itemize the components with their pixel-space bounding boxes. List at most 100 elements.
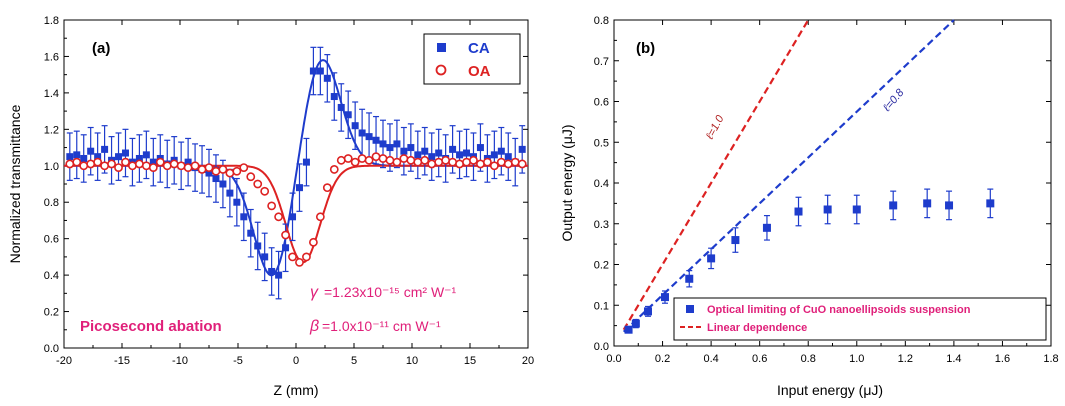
ca-point <box>365 133 373 141</box>
oa-point <box>406 155 416 165</box>
x-tick-label-a: 15 <box>464 355 476 367</box>
limiting-point <box>707 254 716 263</box>
x-tick-label-b: 1.4 <box>946 353 961 365</box>
oa-point <box>253 179 263 189</box>
y-tick-label-b: 0.6 <box>594 97 609 109</box>
oa-point <box>288 252 297 262</box>
oa-point <box>517 159 527 169</box>
panel-b: 0.0 0.2 0.4 0.6 0.8 1.0 1.2 1.4 1.6 1.8 0.0 0.1 0.2 0… <box>559 15 1059 398</box>
oa-point <box>343 154 353 163</box>
x-tick-label-a: -15 <box>114 355 130 367</box>
ca-point <box>268 267 276 275</box>
ca-point <box>518 145 526 153</box>
linear-dependence-line <box>622 19 810 331</box>
y-tick-label-b: 0.4 <box>594 178 609 190</box>
ca-point <box>66 153 74 161</box>
oa-point <box>72 157 82 167</box>
legend-label-linear: Linear dependence <box>707 322 807 334</box>
ca-point <box>240 213 248 221</box>
oa-point <box>371 152 381 162</box>
axes-a: -20 -15 -10 -5 0 5 10 15 20 0.0 0.2 0.4 0.6 0.8 1.0 1.2… <box>44 15 534 367</box>
oa-point <box>225 168 235 178</box>
ca-point <box>435 149 443 157</box>
oa-point <box>218 165 228 174</box>
x-tick-label-a: 10 <box>406 355 418 367</box>
limiting-point <box>731 236 740 245</box>
limiting-point <box>624 325 633 334</box>
x-tick-label-b: 1.0 <box>849 353 864 365</box>
oa-point <box>239 163 249 172</box>
oa-point <box>295 257 304 267</box>
ca-point <box>400 147 408 155</box>
oa-point <box>455 159 464 169</box>
ca-point <box>497 147 505 155</box>
limiting-point <box>986 199 995 208</box>
limiting-point <box>945 201 954 210</box>
ca-point <box>463 149 471 157</box>
x-tick-label-a: 5 <box>351 355 357 367</box>
slope-08-line <box>622 19 955 333</box>
ca-point <box>87 147 95 155</box>
y-tick-label-a: 1.0 <box>44 161 59 173</box>
oa-point <box>65 159 75 169</box>
ca-point <box>226 189 234 197</box>
oa-point <box>350 157 360 167</box>
oa-point <box>232 166 242 176</box>
oa-point <box>496 157 506 167</box>
oa-point <box>392 157 402 167</box>
legend-marker-oa <box>435 64 447 76</box>
legend-a: CA OA <box>423 33 521 85</box>
beta-symbol: β <box>309 318 319 335</box>
line-label-slope-1: ℓ=1.0 <box>704 113 727 143</box>
legend-box-b <box>673 297 1047 341</box>
gamma-annotation: =1.23x10⁻¹⁵ cm² W⁻¹ <box>324 284 457 300</box>
x-tick-label-b: 0.8 <box>801 353 816 365</box>
y-tick-label-b: 0.2 <box>594 260 609 272</box>
x-axis-label-b: Input energy (μJ) <box>777 382 883 398</box>
oa-point <box>329 165 339 174</box>
x-tick-label-b: 0.4 <box>703 353 718 365</box>
limiting-point <box>923 199 932 208</box>
oa-point <box>128 161 137 171</box>
y-tick-label-a: 0.0 <box>44 343 59 355</box>
ca-point <box>101 145 109 153</box>
limiting-point <box>823 205 832 214</box>
oa-point <box>93 157 103 167</box>
x-tick-label-a: 0 <box>293 355 299 367</box>
ca-point <box>212 175 220 183</box>
ca-point <box>379 140 387 148</box>
oa-point <box>100 161 109 171</box>
regime-annotation: Picosecond abation <box>80 318 222 335</box>
y-tick-label-b: 0.3 <box>594 219 609 231</box>
ca-point <box>94 153 102 161</box>
y-tick-label-a: 0.8 <box>44 197 59 209</box>
limiting-point <box>685 274 694 283</box>
oa-point <box>281 230 290 240</box>
x-tick-label-a: -20 <box>56 355 72 367</box>
y-tick-label-b: 0.1 <box>594 300 609 312</box>
line-label-slope-08: ℓ=0.8 <box>880 86 907 115</box>
oa-point <box>315 212 325 222</box>
oa-point <box>378 154 388 163</box>
gamma-symbol: γ <box>310 284 319 301</box>
legend-marker-limiting <box>686 305 694 313</box>
oa-point <box>322 183 332 193</box>
oa-point <box>183 163 193 172</box>
panel-label-a: (a) <box>92 40 110 57</box>
ca-point <box>275 271 283 279</box>
oa-point <box>510 157 520 167</box>
ca-point <box>407 144 415 152</box>
ca-point <box>330 93 338 101</box>
legend-label-limiting: Optical limiting of CuO nanoellipsoids s… <box>707 304 971 316</box>
oa-point <box>489 161 499 171</box>
limiting-point <box>794 207 803 216</box>
oa-point <box>121 157 130 167</box>
limiting-point <box>889 201 898 210</box>
ca-point <box>323 74 331 82</box>
oa-point <box>462 157 471 167</box>
ca-point <box>344 111 352 119</box>
oa-point <box>503 159 513 169</box>
ca-point <box>504 153 512 161</box>
oa-point <box>336 155 346 165</box>
